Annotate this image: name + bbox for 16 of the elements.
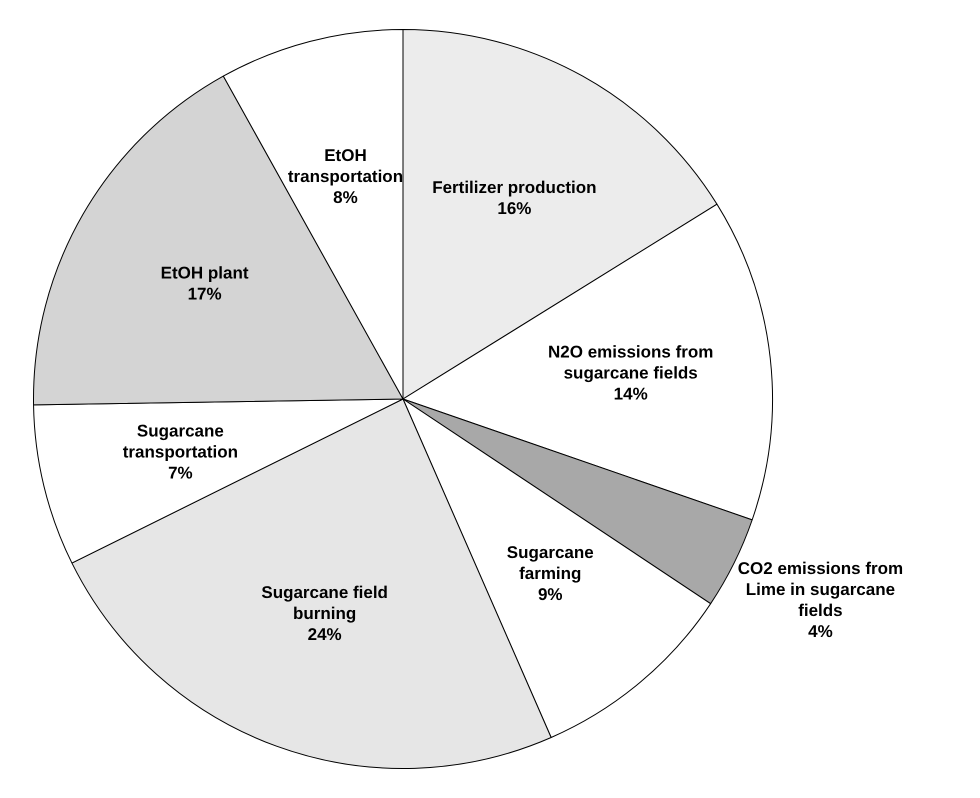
data-label: 14% xyxy=(614,384,648,404)
data-label: 16% xyxy=(497,198,532,218)
slice-label: Sugarcane farming xyxy=(506,543,594,584)
data-label: 9% xyxy=(538,585,563,604)
slice-label: Fertilizer production xyxy=(432,178,597,197)
slice-label: Sugarcane transportation xyxy=(122,422,238,462)
slice-label: CO2 emissions from Lime in sugarcane fields xyxy=(738,559,904,620)
slice-label: Sugarcane field burning xyxy=(261,582,388,623)
slice-label: EtOH plant xyxy=(160,264,249,283)
slice-label: N2O emissions from sugarcane fields xyxy=(548,342,714,382)
data-label: 4% xyxy=(808,622,833,642)
slice-label: EtOH transportation xyxy=(288,146,404,186)
data-label: 24% xyxy=(308,624,342,644)
data-label: 7% xyxy=(168,464,193,483)
data-label: 8% xyxy=(333,188,358,207)
data-label: 17% xyxy=(188,284,222,304)
